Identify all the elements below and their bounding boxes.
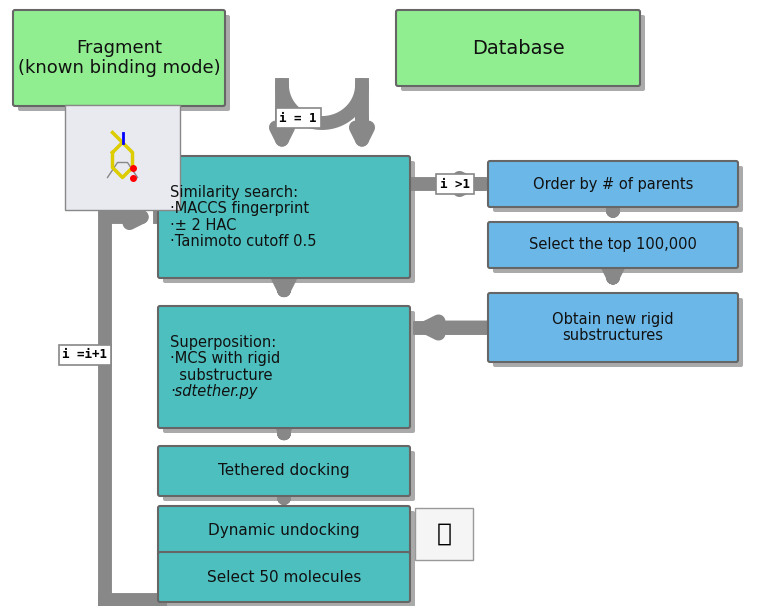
Text: Fragment: Fragment bbox=[76, 39, 162, 57]
Text: Dynamic undocking: Dynamic undocking bbox=[208, 524, 360, 539]
FancyBboxPatch shape bbox=[163, 161, 415, 283]
Text: Database: Database bbox=[471, 39, 564, 58]
Text: ·sdtether.py: ·sdtether.py bbox=[170, 384, 258, 399]
Text: Tethered docking: Tethered docking bbox=[218, 464, 349, 479]
Text: i = 1: i = 1 bbox=[279, 112, 317, 124]
Text: Similarity search:: Similarity search: bbox=[170, 185, 298, 200]
Text: i =i+1: i =i+1 bbox=[62, 348, 108, 362]
FancyBboxPatch shape bbox=[396, 10, 640, 86]
Text: ·Tanimoto cutoff 0.5: ·Tanimoto cutoff 0.5 bbox=[170, 234, 317, 249]
FancyBboxPatch shape bbox=[493, 298, 743, 367]
Text: 🐦: 🐦 bbox=[437, 522, 452, 546]
FancyBboxPatch shape bbox=[488, 293, 738, 362]
FancyBboxPatch shape bbox=[158, 306, 410, 428]
Text: substructures: substructures bbox=[562, 328, 663, 343]
FancyBboxPatch shape bbox=[13, 10, 225, 106]
FancyBboxPatch shape bbox=[163, 451, 415, 501]
FancyBboxPatch shape bbox=[493, 227, 743, 273]
FancyBboxPatch shape bbox=[158, 552, 410, 602]
FancyBboxPatch shape bbox=[163, 557, 415, 606]
FancyBboxPatch shape bbox=[18, 15, 230, 111]
Text: ·MCS with rigid: ·MCS with rigid bbox=[170, 351, 280, 367]
Text: i >1: i >1 bbox=[440, 178, 470, 190]
FancyBboxPatch shape bbox=[158, 506, 410, 556]
FancyBboxPatch shape bbox=[493, 166, 743, 212]
Text: Superposition:: Superposition: bbox=[170, 335, 276, 350]
FancyBboxPatch shape bbox=[158, 446, 410, 496]
Text: Select the top 100,000: Select the top 100,000 bbox=[529, 238, 697, 253]
Text: Obtain new rigid: Obtain new rigid bbox=[552, 312, 674, 327]
FancyBboxPatch shape bbox=[65, 105, 180, 210]
Text: ·MACCS fingerprint: ·MACCS fingerprint bbox=[170, 201, 309, 216]
FancyBboxPatch shape bbox=[415, 508, 473, 560]
Text: Order by # of parents: Order by # of parents bbox=[533, 176, 693, 191]
Text: (known binding mode): (known binding mode) bbox=[17, 59, 221, 77]
Text: substructure: substructure bbox=[170, 368, 272, 382]
FancyBboxPatch shape bbox=[163, 511, 415, 561]
Text: ·± 2 HAC: ·± 2 HAC bbox=[170, 218, 236, 233]
FancyBboxPatch shape bbox=[158, 156, 410, 278]
Text: Select 50 molecules: Select 50 molecules bbox=[207, 570, 362, 585]
FancyBboxPatch shape bbox=[488, 222, 738, 268]
FancyBboxPatch shape bbox=[163, 311, 415, 433]
FancyBboxPatch shape bbox=[488, 161, 738, 207]
FancyBboxPatch shape bbox=[401, 15, 645, 91]
